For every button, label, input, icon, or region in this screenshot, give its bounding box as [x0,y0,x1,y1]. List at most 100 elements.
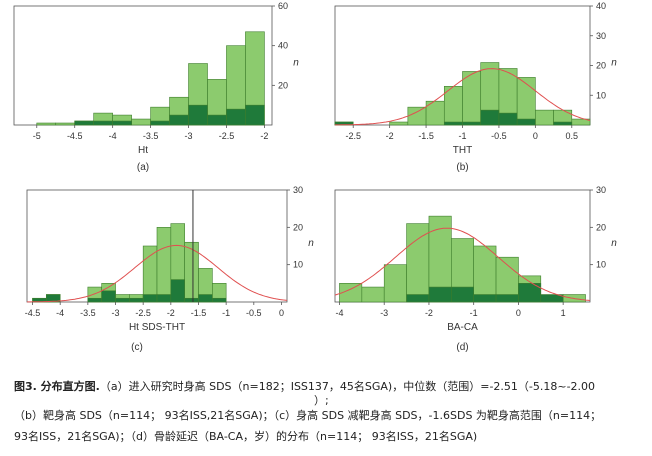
panel-c-xtick-label-1: -4 [56,308,64,318]
panel-b-xtick-label-3: -1 [458,131,466,141]
panel-d-xtick-label-5: 1 [561,308,566,318]
panel-d-normal-curve [334,227,591,301]
panel-d-bar-subset-5 [451,286,474,303]
panel-d-xtick-label-1: -3 [380,308,388,318]
panel-c-bar-subset-8 [142,294,158,303]
panel-d-bar-total-6 [473,245,497,303]
panel-c-normal-curve [27,244,288,303]
panel-c-xtick-label-9: 0 [279,308,284,318]
panel-a-ytick-label-2: 60 [278,1,288,11]
panel-c-bar-subset-5 [101,290,116,303]
panel-b-xtick-label-2: -1.5 [418,131,434,141]
panel-d-xtick-label-2: -2 [425,308,433,318]
panel-a-xlabel: Ht [138,145,148,156]
panel-a-bar-subset-11 [226,108,246,126]
panel-b-bar-subset-8 [480,109,500,126]
panel-a-bar-subset-9 [188,104,208,126]
panel-a-bar-subset-4 [93,120,113,126]
panel-d-label: (d) [456,342,468,353]
panel-d-bar-total-2 [383,264,407,303]
panel-d-xtick-label-3: -1 [470,308,478,318]
panel-d-bar-subset-3 [406,294,430,303]
panel-a-xtick-label-5: -2.5 [219,131,235,141]
panel-b-xtick-label-1: -2 [386,131,394,141]
panel-a-bar-subset-3 [74,120,94,126]
panel-a-bar-subset-8 [169,114,189,126]
panel-c-ytick-label-1: 20 [293,222,303,232]
panel-b-bar-subset-7 [462,121,482,126]
panel-a-xtick-label-0: -5 [33,131,41,141]
panel-b-label: (b) [456,162,468,173]
panel-c-xtick-label-3: -3 [112,308,120,318]
panel-a-ytick-label-0: 20 [278,80,288,90]
panel-c-label: (c) [131,342,143,353]
panel-d-ytick-label-0: 10 [596,260,606,270]
panel-d-bar-subset-4 [428,286,452,303]
caption-text-a: （a）进入研究时身高 SDS（n=182；ISS137，45名SGA)，中位数（… [99,380,596,393]
panel-d-bar-total-1 [361,286,385,303]
panel-d-bar-subset-8 [518,283,542,303]
panel-a-xtick-label-3: -3.5 [143,131,159,141]
panel-c-xtick-label-8: -0.5 [246,308,262,318]
caption-label: 图3. 分布直方图. [14,380,100,393]
panel-a-bar-subset-7 [150,120,170,126]
panel-c-xtick-label-2: -3.5 [80,308,96,318]
panel-b-bar-subset-10 [516,118,536,126]
panel-d-bar-subset-6 [473,294,497,303]
panel-d-bar-subset-9 [540,294,564,303]
panel-b-ytick-label-2: 30 [596,31,606,41]
panel-c-xtick-label-4: -2.5 [135,308,151,318]
panel-d-xtick-label-0: -4 [335,308,343,318]
caption-line-1: 图3. 分布直方图.（a）进入研究时身高 SDS（n=182；ISS137，45… [14,376,640,397]
panel-a-xtick-label-1: -4.5 [67,131,83,141]
caption-line-3: 93名ISS，21名SGA)；（d）骨龄延迟（BA-CA，岁）的分布（n=114… [14,430,478,443]
panel-c-ytick-label-2: 30 [293,185,303,195]
panel-c-xtick-label-0: -4.5 [25,308,41,318]
panel-a-bar-total-1 [36,122,57,126]
panel-c-bar-subset-7 [129,297,144,303]
panel-c-ylabel: n [308,238,314,249]
panel-a-bar-subset-10 [207,114,227,126]
panel-a-bar-subset-5 [112,120,132,126]
panel-a-ylabel: n [293,58,299,69]
panel-c-bar-subset-4 [87,297,102,303]
panel-c-bar-subset-6 [115,297,130,303]
panel-b-bar-total-4 [407,106,427,126]
panel-c-xtick-label-6: -1.5 [191,308,207,318]
panel-c-xlabel: Ht SDS-THT [129,322,185,333]
panel-b-bar-total-3 [389,121,409,126]
panel-b-bar-subset-9 [498,112,518,126]
panel-b-ylabel: n [611,58,617,69]
panel-c-bar-subset-12 [198,294,213,303]
panel-c-bar-subset-1 [46,294,61,303]
panel-b-bar-subset-6 [443,121,463,126]
panel-b-normal-curve [335,68,591,126]
panel-d-ytick-label-2: 30 [596,185,606,195]
panel-b-xtick-label-0: -2.5 [345,131,361,141]
panel-b-ytick-label-3: 40 [596,1,606,11]
caption-line-2: （b）靶身高 SDS（n=114； 93名ISS,21名SGA)；（c）身高 S… [14,409,602,422]
panel-b-bar-total-6 [443,86,463,126]
panel-a-xtick-label-6: -2 [260,131,268,141]
panel-b-bar-subset-12 [553,121,573,126]
panel-a-ytick-label-1: 40 [278,41,288,51]
panel-c-bar-subset-9 [156,294,172,303]
panel-d-ylabel: n [611,238,617,249]
figure-caption: 图3. 分布直方图.（a）进入研究时身高 SDS（n=182；ISS137，45… [14,376,640,447]
panel-d-xtick-label-4: 0 [516,308,521,318]
panel-b-bar-total-11 [535,109,554,126]
panel-b-xlabel: THT [453,145,472,156]
panel-c-bar-subset-11 [184,297,199,303]
panel-d-ytick-label-1: 20 [596,222,606,232]
panel-c-bar-subset-13 [212,297,227,303]
panel-b-ytick-label-0: 10 [596,90,606,100]
panel-b-bar-total-7 [462,71,482,126]
panel-a-bar-total-6 [131,118,151,126]
panel-c-xtick-label-7: -1 [222,308,230,318]
panel-b-bar-total-10 [516,77,536,126]
panel-c-xtick-label-5: -2 [167,308,175,318]
panel-c-bar-total-8 [142,245,158,303]
panel-a-label: (a) [137,162,149,173]
panel-b-xtick-label-5: 0 [533,131,538,141]
